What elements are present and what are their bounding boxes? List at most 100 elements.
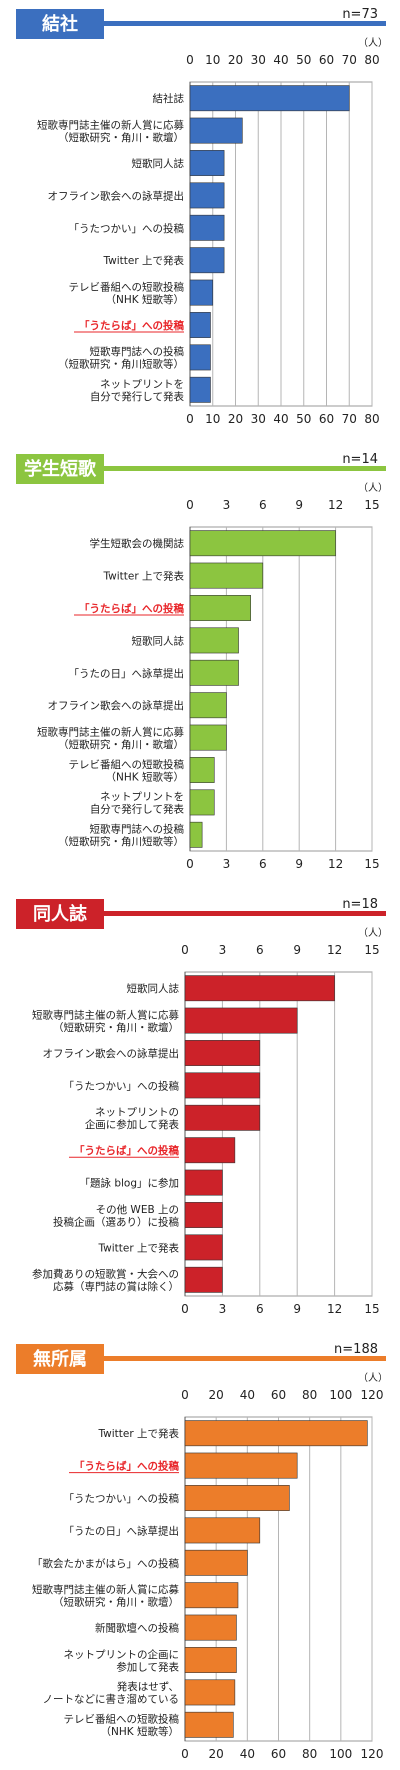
x-tick-label-top: 60 <box>271 1388 286 1402</box>
x-tick-label-top: 40 <box>273 53 288 67</box>
bar <box>184 1549 248 1576</box>
category-label: テレビ番組への短歌投稿（NHK 短歌等） <box>69 280 185 306</box>
chart-unit-label: （人） <box>358 927 388 939</box>
category-label: 短歌専門誌主催の新人賞に応募（短歌研究・角川・歌壇） <box>37 725 184 751</box>
x-tick-label-bottom: 3 <box>219 1302 227 1316</box>
bar <box>184 1169 223 1196</box>
x-tick-label-top: 0 <box>186 498 194 512</box>
category-label: 「うたつかい」への投稿 <box>64 1079 180 1092</box>
x-tick-label-bottom: 80 <box>302 1747 317 1761</box>
x-tick-label-top: 70 <box>342 53 357 67</box>
category-label: その他 WEB 上の投稿企画（選あり）に投稿 <box>53 1203 179 1229</box>
x-tick-label-top: 15 <box>364 943 379 957</box>
bar <box>189 789 215 816</box>
category-label: 「歌会たかまがはら」への投稿 <box>32 1557 179 1570</box>
chart-title: 結社 <box>42 13 78 35</box>
x-tick-label-bottom: 70 <box>342 412 357 426</box>
category-label: 短歌専門誌主催の新人賞に応募（短歌研究・角川・歌壇） <box>32 1583 179 1609</box>
category-label: オフライン歌会への詠草提出 <box>48 189 185 202</box>
x-tick-label-top: 3 <box>219 943 227 957</box>
category-label: 「うたらば」への投稿 <box>74 1460 179 1473</box>
x-tick-label-bottom: 80 <box>364 412 379 426</box>
bar <box>184 1007 298 1034</box>
chart-panel-2: 同人誌 n=18 （人） 0 0 3 3 6 6 9 9 12 12 15 15 短歌同人誌短歌専門誌主催の新… <box>16 897 388 1316</box>
category-label: 短歌専門誌主催の新人賞に応募（短歌研究・角川・歌壇） <box>37 118 184 144</box>
category-label: 「題詠 blog」に参加 <box>79 1177 179 1190</box>
bar <box>189 117 243 144</box>
bar <box>189 279 214 306</box>
chart-n-label: n=18 <box>342 897 378 912</box>
bar <box>189 692 227 719</box>
bar <box>184 1040 261 1066</box>
chart-title-banner <box>16 1344 104 1374</box>
x-tick-label-bottom: 3 <box>223 857 231 871</box>
bar <box>189 659 239 686</box>
bar <box>184 1202 223 1228</box>
bar <box>184 1711 234 1738</box>
chart-title-banner <box>16 454 104 484</box>
x-tick-label-top: 60 <box>319 53 334 67</box>
bar <box>189 627 239 654</box>
x-tick-label-bottom: 20 <box>209 1747 224 1761</box>
category-label: ネットプリントの企画に参加して発表 <box>85 1107 180 1132</box>
x-tick-label-top: 6 <box>259 498 267 512</box>
bar <box>184 1234 223 1261</box>
bar <box>184 1517 261 1544</box>
x-tick-label-bottom: 0 <box>186 857 194 871</box>
bar <box>184 1485 290 1511</box>
chart-unit-label: （人） <box>358 1372 388 1384</box>
chart-title-banner <box>16 9 104 39</box>
x-tick-label-bottom: 0 <box>181 1302 189 1316</box>
category-label: 結社誌 <box>153 92 185 105</box>
x-tick-label-top: 0 <box>186 53 194 67</box>
bar <box>184 1582 239 1609</box>
chart-title: 同人誌 <box>33 903 87 925</box>
x-tick-label-top: 15 <box>364 498 379 512</box>
category-label: 「うたつかい」への投稿 <box>64 1492 180 1505</box>
category-label: オフライン歌会への詠草提出 <box>43 1047 180 1060</box>
bar <box>189 724 227 751</box>
x-tick-label-top: 3 <box>223 498 231 512</box>
category-label: 「うたらば」への投稿 <box>74 1144 179 1157</box>
bar <box>189 376 211 403</box>
x-tick-label-bottom: 60 <box>271 1747 286 1761</box>
bar <box>189 821 203 848</box>
bar <box>184 1104 261 1131</box>
category-label: 「うたつかい」への投稿 <box>69 222 185 235</box>
x-tick-label-top: 120 <box>361 1388 384 1402</box>
x-tick-label-bottom: 50 <box>296 412 311 426</box>
x-tick-label-top: 9 <box>293 943 301 957</box>
x-tick-label-bottom: 20 <box>228 412 243 426</box>
chart-title-rule <box>104 21 386 26</box>
x-tick-label-top: 80 <box>364 53 379 67</box>
x-tick-label-bottom: 0 <box>186 412 194 426</box>
bar <box>189 344 211 371</box>
x-tick-label-bottom: 6 <box>256 1302 264 1316</box>
bar <box>184 1266 223 1293</box>
bar <box>189 595 251 621</box>
category-label: Twitter 上で発表 <box>102 254 184 267</box>
x-tick-label-top: 20 <box>228 53 243 67</box>
bar <box>189 182 225 209</box>
x-tick-label-top: 80 <box>302 1388 317 1402</box>
bar <box>184 1452 298 1479</box>
bar <box>189 150 225 176</box>
x-tick-label-bottom: 6 <box>259 857 267 871</box>
category-label: 短歌同人誌 <box>132 157 185 170</box>
x-tick-label-bottom: 40 <box>240 1747 255 1761</box>
chart-panel-3: 無所属 n=188 （人） 0 0 20 20 40 40 60 60 80 80 100 100 120 12… <box>16 1342 388 1761</box>
chart-title-rule <box>104 1356 386 1361</box>
bar <box>184 1614 237 1641</box>
bar <box>189 214 225 241</box>
x-tick-label-bottom: 40 <box>273 412 288 426</box>
bar <box>184 975 335 1002</box>
chart-unit-label: （人） <box>358 482 388 494</box>
category-label: 短歌専門誌主催の新人賞に応募（短歌研究・角川・歌壇） <box>32 1008 179 1034</box>
category-label: 短歌同人誌 <box>127 982 180 995</box>
x-tick-label-bottom: 15 <box>364 1302 379 1316</box>
bar <box>189 312 211 338</box>
category-label: 短歌専門誌への投稿（短歌研究・角川短歌等） <box>58 823 184 849</box>
x-tick-label-bottom: 15 <box>364 857 379 871</box>
x-tick-label-top: 0 <box>181 1388 189 1402</box>
bar <box>184 1072 261 1099</box>
